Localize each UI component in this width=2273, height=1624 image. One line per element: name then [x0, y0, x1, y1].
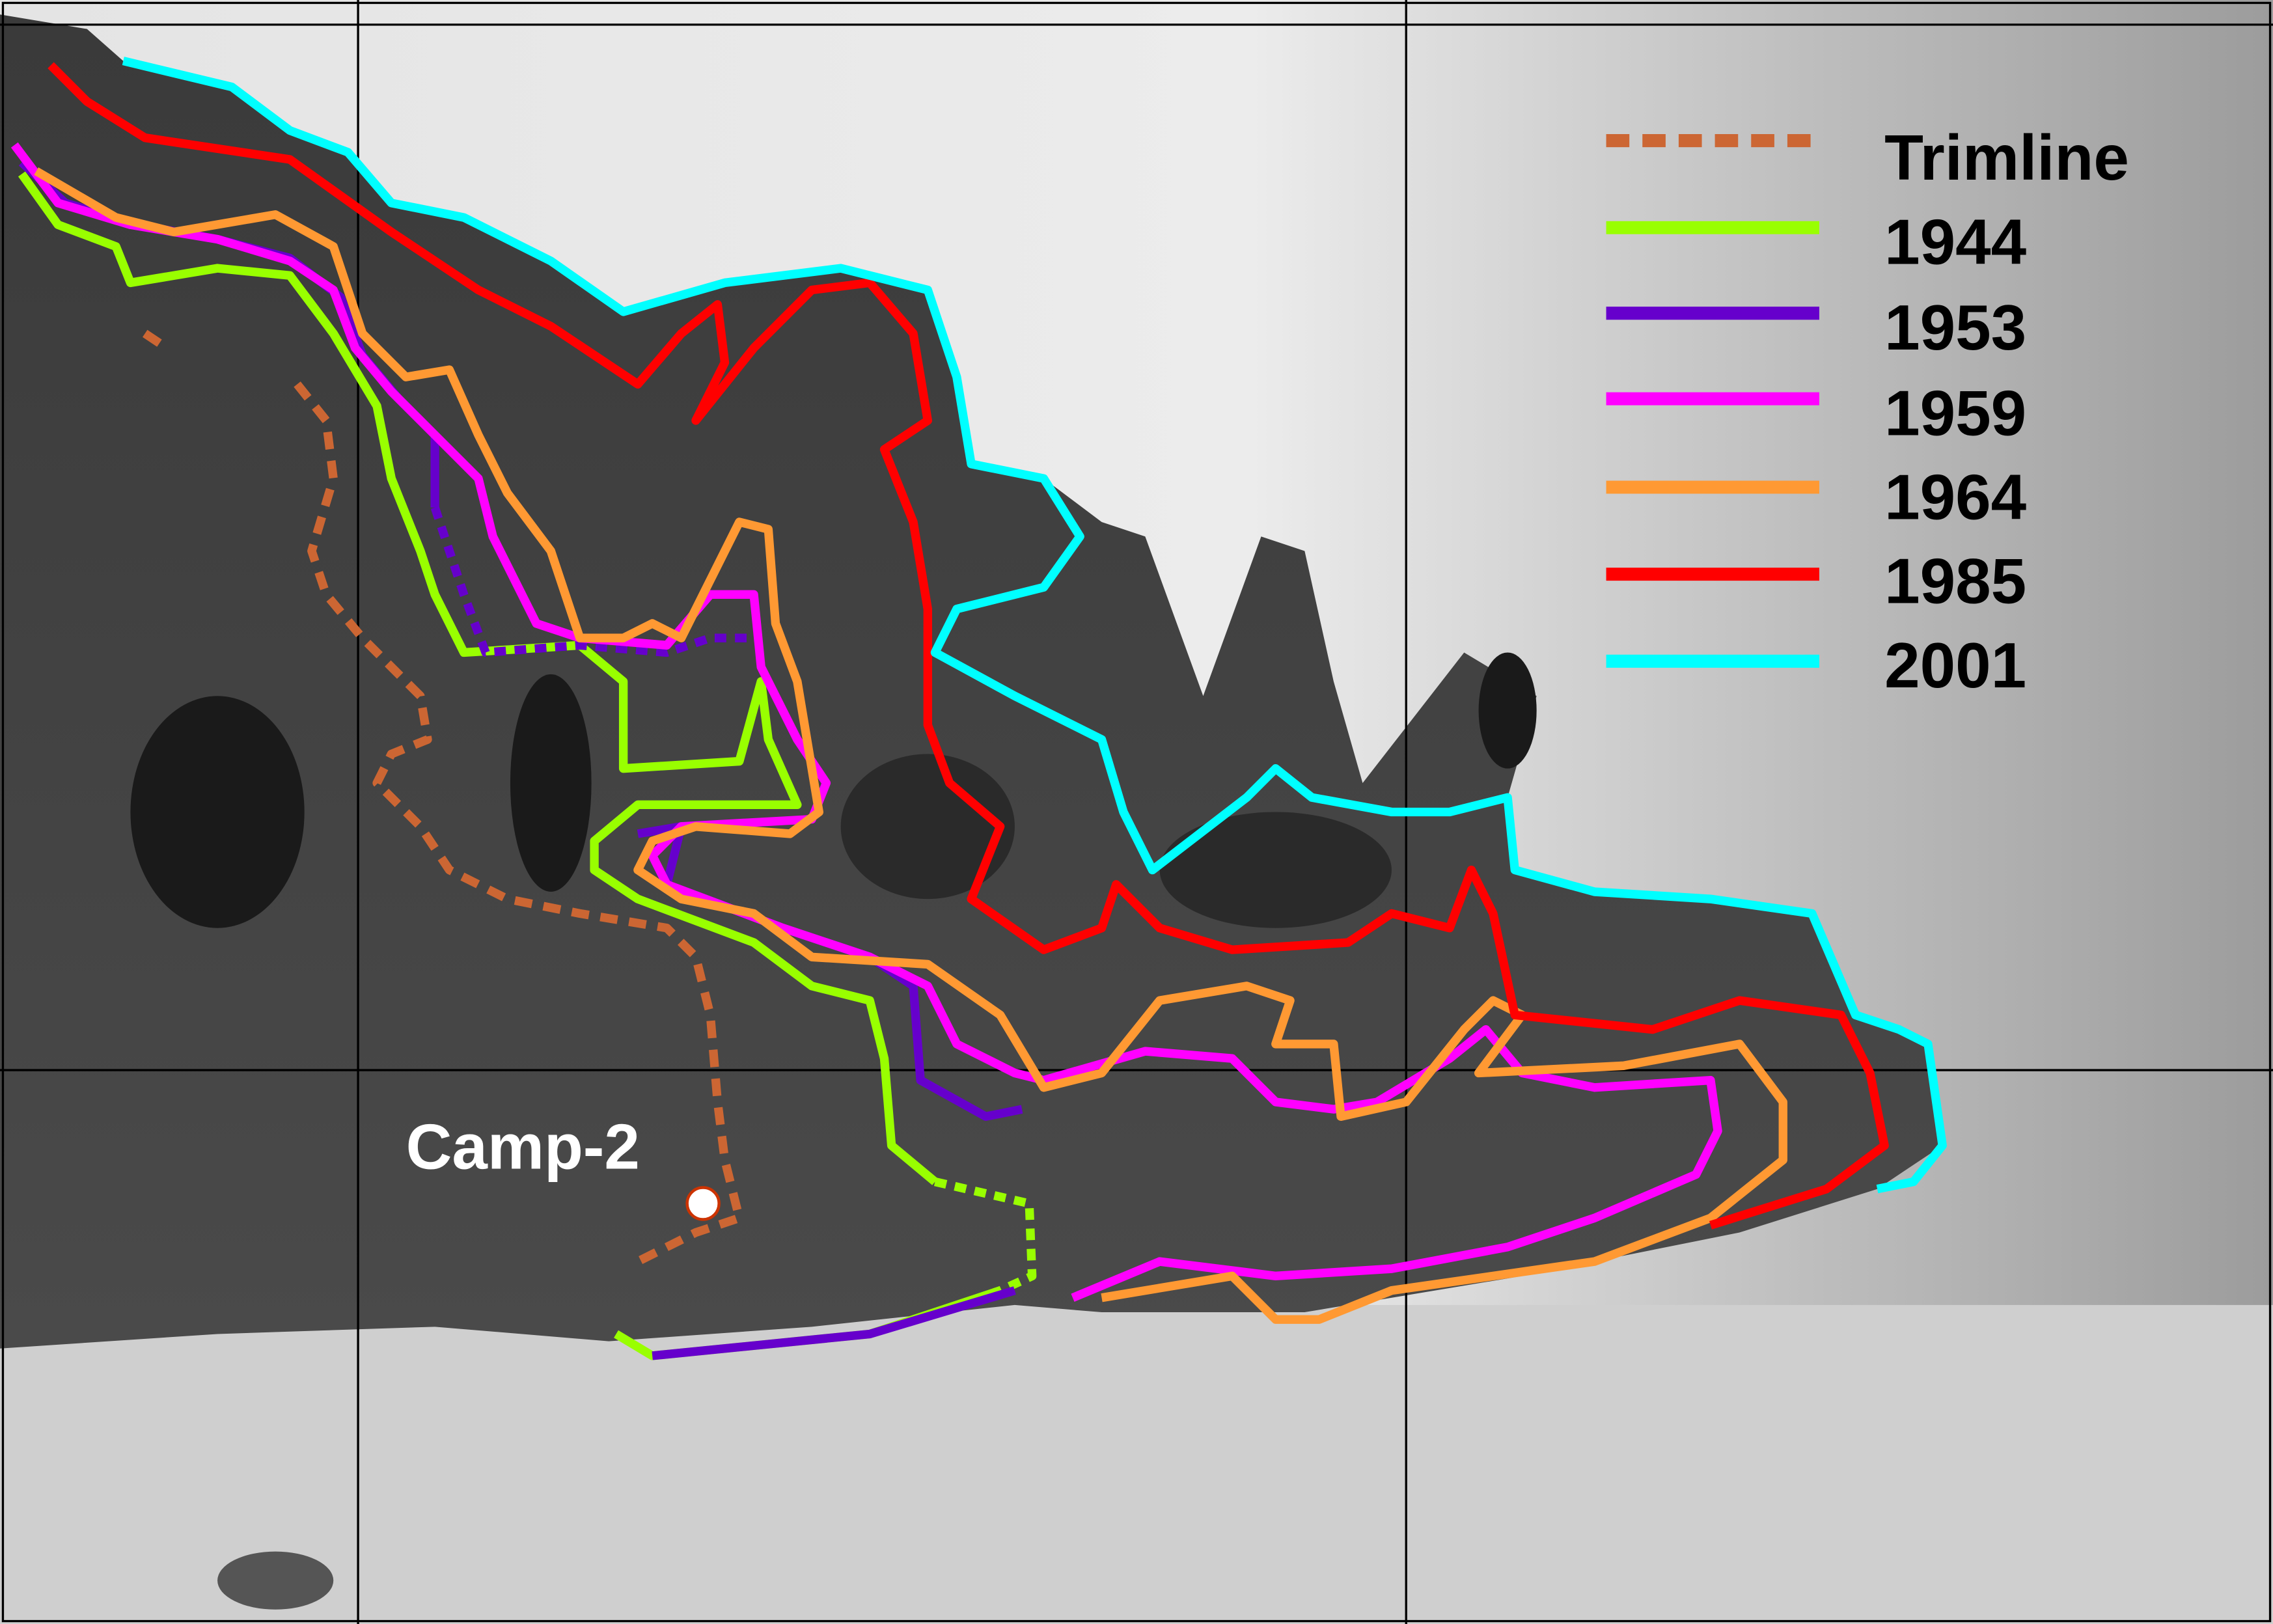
camp-2-dot [685, 1186, 721, 1221]
legend-label-1964: 1964 [1884, 461, 2026, 532]
camp-2-marker[interactable]: Camp-2 [406, 1110, 721, 1221]
legend-label-1959: 1959 [1884, 377, 2026, 448]
margin-1959 [10, 142, 1722, 1302]
margin-1944-inferred [933, 1177, 1037, 1295]
margin-1985 [48, 62, 1889, 1230]
margin-2001 [122, 57, 1947, 1194]
legend-label-1944: 1944 [1884, 206, 2026, 277]
camp-2-label: Camp-2 [406, 1110, 640, 1182]
lower-ice [0, 1304, 2273, 1624]
margin-1964 [34, 167, 1787, 1324]
legend-label-1953: 1953 [1884, 292, 2026, 363]
legend-label-1985: 1985 [1884, 545, 2026, 617]
legend-label-trimline: Trimline [1884, 122, 2129, 193]
legend-label-2001: 2001 [1884, 629, 2026, 701]
margin-1953-inferred [430, 506, 762, 657]
legend: Trimline 1944 1953 1959 1964 1985 2001 [1606, 122, 2129, 701]
ice-free-terrain [0, 14, 1943, 1349]
lakes [130, 652, 1537, 1610]
trimline [142, 329, 744, 1266]
